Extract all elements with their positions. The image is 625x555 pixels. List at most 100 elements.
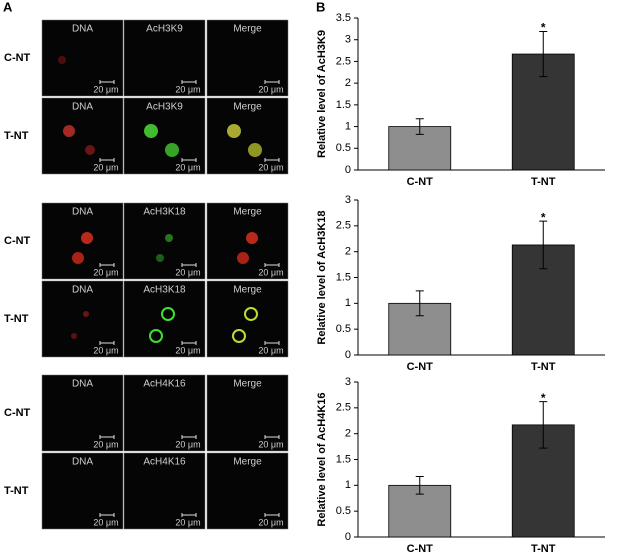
x-tick-label: T-NT xyxy=(531,176,556,188)
y-tick-label: 2 xyxy=(345,428,351,440)
channel-label: AcH3K9 xyxy=(146,24,183,35)
y-tick-label: 1 xyxy=(345,120,351,132)
micrograph xyxy=(206,19,289,97)
cell xyxy=(72,252,84,264)
x-tick-label: C-NT xyxy=(407,361,434,373)
micrograph xyxy=(123,97,206,175)
channel-label: AcH4K16 xyxy=(143,379,186,390)
channel-label: Merge xyxy=(233,102,262,113)
micrograph xyxy=(206,374,289,452)
cell xyxy=(248,143,262,157)
scale-label: 20 μm xyxy=(258,517,283,527)
row-label: T-NT xyxy=(4,485,29,497)
micrograph xyxy=(206,97,289,175)
y-tick-label: 3 xyxy=(345,194,351,206)
cell xyxy=(161,307,175,321)
micrograph xyxy=(123,19,206,97)
cell xyxy=(58,56,66,64)
error-bar xyxy=(539,220,548,270)
row-label: C-NT xyxy=(4,52,31,64)
scale-label: 20 μm xyxy=(258,439,283,449)
micrograph xyxy=(41,19,124,97)
scale-label: 20 μm xyxy=(93,84,118,94)
y-tick-label: 1 xyxy=(345,479,351,491)
y-axis-label: Relative level of AcH3K9 xyxy=(316,30,328,158)
cell xyxy=(85,145,95,155)
row-label: C-NT xyxy=(4,407,31,419)
row-label: T-NT xyxy=(4,130,29,142)
channel-label: DNA xyxy=(72,285,93,296)
y-tick-label: 0 xyxy=(345,349,351,361)
scale-label: 20 μm xyxy=(258,267,283,277)
scale-label: 20 μm xyxy=(258,84,283,94)
scale-label: 20 μm xyxy=(175,517,200,527)
y-tick-label: 0 xyxy=(345,164,351,176)
scale-label: 20 μm xyxy=(93,162,118,172)
channel-label: Merge xyxy=(233,285,262,296)
channel-label: AcH3K18 xyxy=(143,285,186,296)
significance: * xyxy=(541,21,546,35)
y-tick-label: 2.5 xyxy=(336,55,351,67)
channel-label: Merge xyxy=(233,457,262,468)
micrograph xyxy=(206,452,289,530)
error-bar xyxy=(539,401,548,449)
cell xyxy=(81,232,93,244)
y-tick-label: 1 xyxy=(345,297,351,309)
y-tick-label: 0 xyxy=(345,531,351,543)
channel-label: Merge xyxy=(233,379,262,390)
channel-label: Merge xyxy=(233,207,262,218)
scale-label: 20 μm xyxy=(258,345,283,355)
y-tick-label: 2.5 xyxy=(336,402,351,414)
x-tick-label: T-NT xyxy=(531,361,556,373)
y-tick-label: 0.5 xyxy=(336,505,351,517)
y-tick-label: 3.5 xyxy=(336,12,351,24)
scale-label: 20 μm xyxy=(175,345,200,355)
scale-label: 20 μm xyxy=(258,162,283,172)
row-label: C-NT xyxy=(4,235,31,247)
scale-label: 20 μm xyxy=(93,439,118,449)
micrograph xyxy=(123,452,206,530)
error-bar xyxy=(415,476,424,495)
x-tick-label: T-NT xyxy=(531,543,556,555)
cell xyxy=(63,125,75,137)
row-label: T-NT xyxy=(4,313,29,325)
cell xyxy=(244,307,258,321)
micrograph xyxy=(123,202,206,280)
scale-label: 20 μm xyxy=(93,267,118,277)
micrograph xyxy=(41,280,124,358)
error-bar xyxy=(415,290,424,317)
cell xyxy=(83,311,89,317)
significance: * xyxy=(541,391,546,405)
y-tick-label: 1.5 xyxy=(336,271,351,283)
cell xyxy=(71,333,77,339)
cell xyxy=(227,124,241,138)
micrograph xyxy=(41,97,124,175)
error-bar xyxy=(539,30,548,78)
channel-label: DNA xyxy=(72,24,93,35)
micrograph xyxy=(41,452,124,530)
cell xyxy=(246,232,258,244)
channel-label: AcH3K9 xyxy=(146,102,183,113)
x-tick-label: C-NT xyxy=(407,176,434,188)
channel-label: DNA xyxy=(72,207,93,218)
y-tick-label: 2.5 xyxy=(336,220,351,232)
panel-label: A xyxy=(3,0,13,14)
y-tick-label: 3 xyxy=(345,34,351,46)
cell xyxy=(149,329,163,343)
channel-label: DNA xyxy=(72,102,93,113)
scale-label: 20 μm xyxy=(175,84,200,94)
y-tick-label: 2 xyxy=(345,246,351,258)
scale-label: 20 μm xyxy=(175,162,200,172)
y-tick-label: 2 xyxy=(345,77,351,89)
y-tick-label: 0.5 xyxy=(336,142,351,154)
panel-label: B xyxy=(316,0,325,14)
channel-label: DNA xyxy=(72,457,93,468)
x-tick-label: C-NT xyxy=(407,543,434,555)
cell xyxy=(165,143,179,157)
scale-label: 20 μm xyxy=(93,345,118,355)
channel-label: AcH3K18 xyxy=(143,207,186,218)
y-tick-label: 0.5 xyxy=(336,323,351,335)
y-tick-label: 3 xyxy=(345,376,351,388)
micrograph xyxy=(123,374,206,452)
y-tick-label: 1.5 xyxy=(336,99,351,111)
